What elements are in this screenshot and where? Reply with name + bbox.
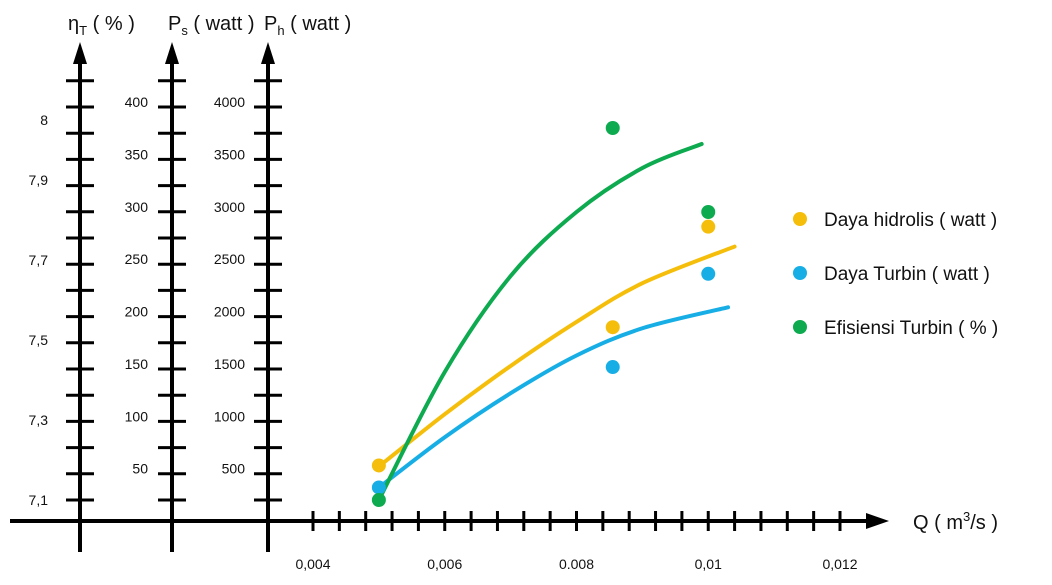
- y-tick-label-ph: 1000: [214, 408, 245, 424]
- axes-layer: 0,004 0,006 0.008 0,01 0,012 Q ( m3/s ) 7,1 7,3…: [10, 13, 998, 572]
- y-tick-label-ps: 150: [125, 356, 149, 372]
- y-tick-label-ps: 100: [125, 408, 149, 424]
- y-axis-title-main: P: [168, 13, 181, 35]
- x-axis-title-sup: 3: [963, 509, 970, 524]
- y-axis-title-tail: ( watt ): [188, 13, 255, 35]
- y-axis-title-ph: Ph ( watt ): [264, 13, 351, 38]
- data-point-efisiensi-turbin: [371, 493, 386, 507]
- x-tick-label: 0,01: [695, 556, 722, 572]
- trendline-daya-hidrolis-watt: [376, 244, 737, 469]
- data-point-daya-hidrolis-watt: [371, 458, 386, 473]
- y-tick-label-ph: 3000: [214, 199, 245, 215]
- y-tick-label-ps: 350: [125, 146, 149, 162]
- y-tick-label-ps: 200: [125, 304, 149, 320]
- y-tick-label-eff: 7,7: [29, 252, 49, 268]
- trend-layer: [376, 142, 737, 502]
- data-point-daya-hidrolis-watt: [605, 320, 620, 335]
- x-tick-label: 0,006: [427, 556, 462, 572]
- y-axis-title-main: η: [68, 13, 79, 35]
- legend-label-daya-turbin-watt: Daya Turbin ( watt ): [824, 264, 990, 285]
- y-axis-arrow-eff: [73, 42, 87, 64]
- y-axis-title-eff: ηT ( % ): [68, 13, 135, 38]
- y-axis-title-sub: T: [79, 23, 87, 38]
- data-point-daya-hidrolis-watt: [701, 219, 716, 234]
- y-axis-title-sub: h: [277, 23, 284, 38]
- y-tick-label-eff: 7,3: [29, 412, 49, 428]
- y-tick-label-eff: 7,9: [29, 172, 49, 188]
- x-tick-label: 0,012: [822, 556, 857, 572]
- y-tick-label-eff: 7,5: [29, 332, 49, 348]
- data-point-efisiensi-turbin: [605, 121, 620, 135]
- y-tick-label-ph: 2500: [214, 251, 245, 267]
- y-tick-label-ph: 1500: [214, 356, 245, 372]
- y-axis-title-ps: Ps ( watt ): [168, 13, 255, 38]
- x-axis-title: Q ( m3/s ): [913, 509, 998, 534]
- legend-label-efisiensi-turbin: Efisiensi Turbin ( % ): [824, 318, 998, 339]
- y-axis-arrow-ph: [261, 42, 275, 64]
- data-point-efisiensi-turbin: [701, 205, 716, 219]
- data-point-daya-turbin-watt: [605, 360, 620, 375]
- data-point-daya-turbin-watt: [371, 480, 386, 495]
- trendline-efisiensi-turbin: [376, 142, 704, 502]
- data-point-daya-turbin-watt: [701, 266, 716, 281]
- y-axis-title-tail: ( watt ): [285, 13, 352, 35]
- y-tick-label-ps: 50: [132, 461, 148, 477]
- legend-label-daya-hidrolis-watt: Daya hidrolis ( watt ): [824, 210, 997, 231]
- y-tick-label-eff: 7,1: [29, 492, 49, 508]
- legend-marker-daya-turbin-watt: [793, 266, 807, 280]
- x-tick-label: 0,004: [295, 556, 330, 572]
- y-tick-label-ph: 4000: [214, 94, 245, 110]
- legend-marker-efisiensi-turbin: [793, 320, 807, 334]
- y-tick-label-ps: 250: [125, 251, 149, 267]
- legend: Daya hidrolis ( watt ) Daya Turbin ( watt…: [793, 210, 998, 339]
- points-layer: [371, 121, 716, 507]
- y-axis-title-main: P: [264, 13, 277, 35]
- y-tick-label-ps: 400: [125, 94, 149, 110]
- y-tick-label-ph: 3500: [214, 146, 245, 162]
- y-axis-title-tail: ( % ): [87, 13, 135, 35]
- y-tick-label-ps: 300: [125, 199, 149, 215]
- legend-marker-daya-hidrolis-watt: [793, 212, 807, 226]
- y-tick-label-eff: 8: [40, 112, 48, 128]
- x-axis-title-tail: /s ): [970, 512, 998, 534]
- x-tick-label: 0.008: [559, 556, 594, 572]
- x-axis-title-main: Q ( m: [913, 512, 963, 534]
- y-tick-label-ph: 2000: [214, 304, 245, 320]
- x-axis-arrow: [866, 513, 889, 529]
- trendline-daya-turbin-watt: [376, 305, 731, 490]
- y-axis-title-sub: s: [181, 23, 188, 38]
- y-axis-arrow-ps: [165, 42, 179, 64]
- y-tick-label-ph: 500: [222, 461, 246, 477]
